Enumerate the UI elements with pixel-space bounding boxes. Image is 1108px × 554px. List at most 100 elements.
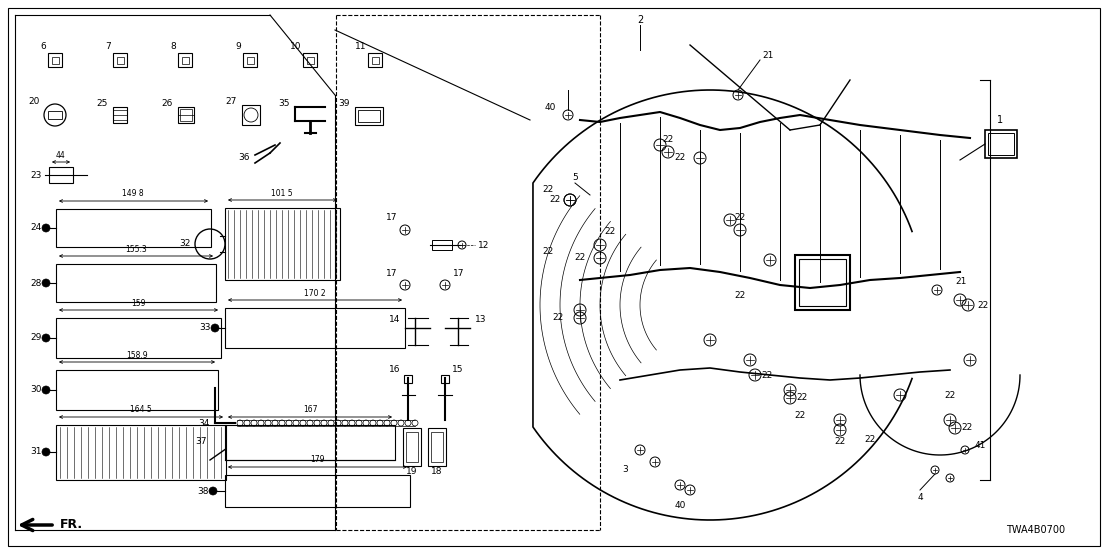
Bar: [985, 130, 1017, 158]
Text: 39: 39: [339, 99, 350, 107]
Bar: [372, 57, 379, 64]
Bar: [428, 428, 447, 466]
Text: 29: 29: [31, 334, 42, 342]
Bar: [57, 425, 226, 480]
Bar: [179, 109, 192, 121]
Text: 22: 22: [761, 371, 772, 379]
Text: TWA4B0700: TWA4B0700: [1006, 525, 1065, 535]
Text: 159: 159: [131, 299, 145, 307]
Text: 7: 7: [105, 42, 111, 51]
Text: 16: 16: [389, 366, 400, 375]
Bar: [113, 53, 127, 67]
Text: 26: 26: [162, 99, 173, 107]
Text: 13: 13: [475, 315, 486, 325]
Bar: [431, 432, 443, 462]
Bar: [799, 259, 847, 306]
Text: 6: 6: [40, 42, 47, 51]
Bar: [796, 255, 850, 310]
Circle shape: [42, 279, 50, 287]
Text: 40: 40: [545, 104, 556, 112]
Text: 101 5: 101 5: [271, 188, 293, 197]
Bar: [117, 57, 124, 64]
Bar: [57, 318, 220, 358]
Text: 22: 22: [543, 186, 554, 194]
Bar: [52, 57, 59, 64]
Bar: [48, 111, 62, 119]
Text: 22: 22: [794, 411, 806, 419]
Bar: [178, 53, 192, 67]
Text: 18: 18: [431, 468, 443, 476]
Bar: [432, 240, 452, 250]
Text: 8: 8: [171, 42, 176, 51]
Text: 37: 37: [195, 438, 207, 447]
Text: 9: 9: [235, 42, 242, 51]
Text: 22: 22: [962, 423, 973, 433]
Text: 158.9: 158.9: [126, 351, 147, 360]
Text: 41: 41: [975, 440, 986, 449]
Text: 164 5: 164 5: [130, 406, 152, 414]
Circle shape: [42, 224, 50, 232]
Text: 3: 3: [623, 465, 628, 474]
Text: 33: 33: [199, 324, 211, 332]
Text: 22: 22: [797, 393, 808, 403]
Bar: [225, 475, 410, 507]
Text: 4: 4: [917, 494, 923, 502]
Bar: [57, 264, 216, 302]
Text: 2: 2: [637, 15, 643, 25]
Text: 20: 20: [29, 96, 40, 105]
Text: 22: 22: [864, 435, 875, 444]
Text: 167: 167: [302, 406, 317, 414]
Text: 17: 17: [386, 269, 397, 278]
Text: 24: 24: [31, 223, 42, 233]
Circle shape: [42, 448, 50, 456]
Text: 44: 44: [57, 151, 65, 160]
Text: 35: 35: [278, 99, 290, 107]
Text: 11: 11: [355, 42, 366, 51]
Text: 22: 22: [543, 248, 554, 257]
Circle shape: [42, 334, 50, 342]
Bar: [48, 53, 62, 67]
Bar: [49, 167, 73, 183]
Text: 5: 5: [572, 173, 578, 182]
Bar: [404, 375, 412, 383]
Text: 10: 10: [289, 42, 301, 51]
Text: 22: 22: [834, 438, 845, 447]
Text: 31: 31: [31, 448, 42, 456]
Bar: [988, 133, 1014, 155]
Text: 27: 27: [226, 96, 237, 105]
Bar: [243, 53, 257, 67]
Text: 22: 22: [574, 254, 586, 263]
Text: 34: 34: [198, 418, 211, 428]
Text: 23: 23: [31, 171, 42, 179]
Text: 22: 22: [977, 300, 988, 310]
Text: 22: 22: [735, 213, 746, 223]
Text: 22: 22: [550, 196, 561, 204]
Bar: [441, 375, 449, 383]
Text: 149 8: 149 8: [122, 189, 144, 198]
Text: 155.3: 155.3: [125, 244, 147, 254]
Text: 22: 22: [663, 136, 674, 145]
Text: 179: 179: [310, 455, 325, 464]
Text: 22: 22: [675, 153, 686, 162]
Text: 30: 30: [31, 386, 42, 394]
Bar: [225, 308, 406, 348]
Text: 21: 21: [955, 278, 966, 286]
Text: 21: 21: [762, 50, 773, 59]
Text: 1: 1: [997, 115, 1003, 125]
Bar: [355, 107, 383, 125]
Bar: [368, 53, 382, 67]
Text: 22: 22: [735, 290, 746, 300]
Text: 170 2: 170 2: [305, 289, 326, 297]
Text: 15: 15: [452, 366, 463, 375]
Circle shape: [211, 324, 219, 332]
Text: 36: 36: [238, 152, 250, 162]
Bar: [406, 432, 418, 462]
Text: 28: 28: [31, 279, 42, 288]
Circle shape: [209, 487, 217, 495]
Bar: [113, 107, 127, 123]
Text: 17: 17: [453, 269, 464, 278]
Text: 14: 14: [389, 315, 400, 325]
Bar: [358, 110, 380, 122]
Bar: [57, 209, 211, 247]
Text: FR.: FR.: [60, 519, 83, 531]
